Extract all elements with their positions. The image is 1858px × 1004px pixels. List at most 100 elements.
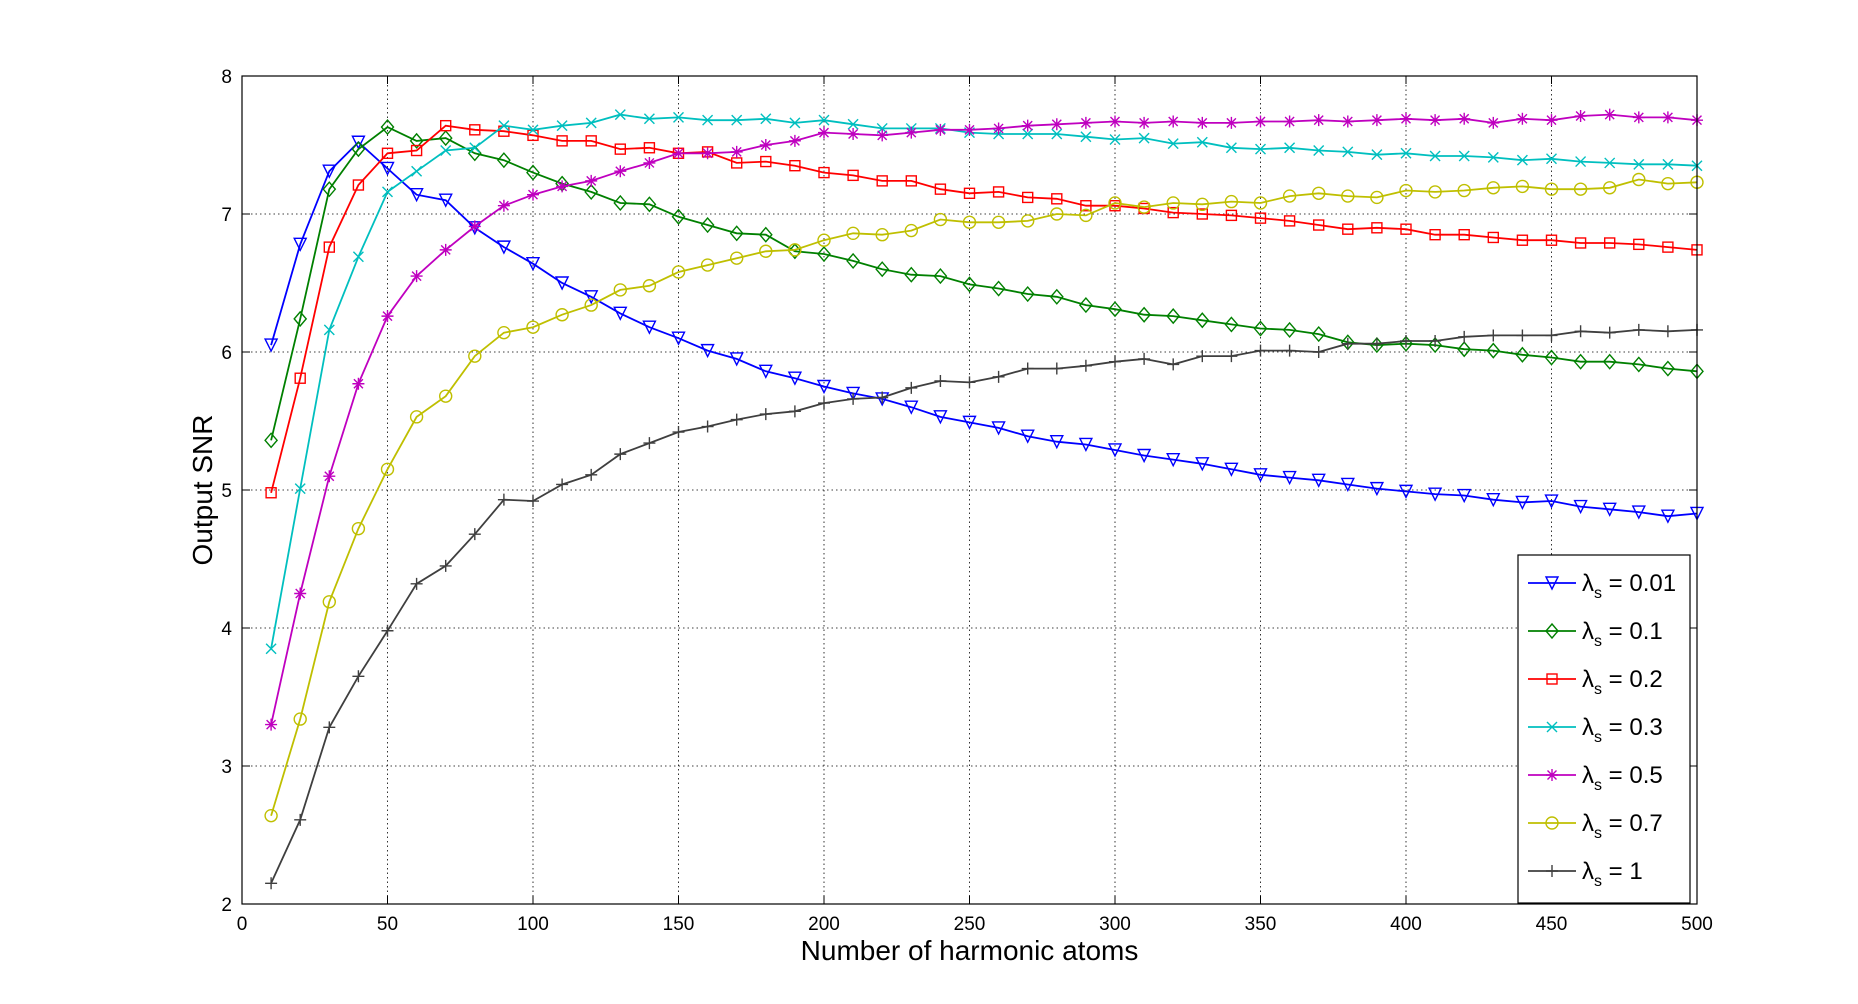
data-point	[1487, 231, 1500, 244]
data-point	[788, 243, 802, 257]
data-point	[1284, 142, 1296, 154]
y-tick-label: 6	[221, 343, 232, 364]
data-point	[1662, 158, 1674, 170]
data-point	[760, 155, 772, 168]
data-point	[643, 142, 656, 154]
data-point	[672, 426, 685, 439]
data-point	[1516, 112, 1529, 125]
data-point	[468, 349, 482, 363]
x-tick-label: 400	[1390, 914, 1422, 935]
legend-symbol: λ	[1582, 762, 1594, 789]
series-0	[263, 135, 1705, 524]
data-point	[1544, 494, 1559, 509]
data-point	[1255, 143, 1266, 155]
data-point	[1196, 136, 1208, 148]
data-point	[1225, 209, 1238, 222]
data-point	[1282, 321, 1297, 338]
data-point	[729, 225, 744, 242]
data-point	[1369, 481, 1385, 497]
data-point	[876, 175, 888, 187]
data-point	[1486, 181, 1501, 195]
data-point	[1574, 110, 1587, 123]
legend-marker	[1545, 622, 1559, 640]
data-point	[702, 114, 714, 126]
data-point	[731, 114, 743, 126]
data-point	[1400, 147, 1412, 159]
data-point	[265, 718, 278, 731]
data-point	[963, 187, 976, 200]
data-point	[875, 261, 890, 278]
data-point	[934, 123, 947, 136]
data-point	[642, 196, 657, 213]
legend-item: λs = 0.1	[1528, 618, 1663, 650]
data-point	[1225, 350, 1238, 363]
data-point	[905, 175, 917, 187]
data-point	[1282, 189, 1297, 203]
data-point	[818, 397, 830, 410]
legend-label: λs = 0.2	[1582, 666, 1663, 698]
data-point	[671, 265, 686, 279]
data-point	[585, 117, 597, 129]
data-point	[1137, 200, 1151, 214]
data-point	[498, 120, 510, 132]
data-point	[1341, 337, 1354, 350]
data-point	[758, 364, 773, 379]
data-point	[438, 130, 453, 147]
data-point	[382, 186, 393, 198]
data-point	[351, 521, 366, 536]
data-point	[847, 392, 860, 405]
legend-symbol: λ	[1582, 618, 1594, 645]
data-point	[1020, 429, 1035, 444]
data-point	[1311, 325, 1326, 343]
data-point	[1022, 128, 1034, 140]
legend-label: λs = 0.01	[1582, 570, 1676, 602]
axis-ticks: 0 50 100 150 200 250 300 350 400 450 500 2 3 4 5 6 7 8	[221, 67, 1712, 935]
data-point	[381, 147, 394, 159]
data-point	[700, 343, 715, 359]
data-point	[1602, 502, 1617, 517]
data-point	[381, 624, 394, 637]
legend-symbol: λ	[1582, 858, 1594, 885]
data-point	[876, 391, 889, 404]
data-point	[352, 377, 365, 390]
data-point	[351, 141, 366, 158]
data-point	[439, 389, 453, 403]
data-point	[409, 410, 424, 424]
data-point	[1661, 176, 1675, 191]
data-point	[1195, 457, 1210, 472]
data-point	[556, 180, 569, 193]
data-point	[1631, 356, 1646, 373]
data-point	[846, 226, 860, 241]
x-tick-label: 150	[663, 914, 695, 935]
legend-marker	[1544, 576, 1560, 591]
data-point	[1370, 114, 1383, 127]
legend-item: λs = 0.7	[1528, 810, 1663, 842]
data-point	[440, 119, 452, 132]
legend-value: = 0.7	[1602, 810, 1663, 837]
data-point	[555, 308, 569, 322]
data-point	[731, 157, 743, 169]
x-tick-label: 100	[517, 914, 549, 935]
data-point	[613, 306, 628, 321]
data-point	[584, 183, 599, 200]
data-point	[1428, 337, 1443, 354]
data-point	[1080, 200, 1092, 212]
data-point	[1429, 334, 1442, 347]
data-point	[322, 164, 337, 179]
data-point	[527, 495, 539, 508]
data-point	[1342, 146, 1354, 158]
data-point	[1050, 362, 1063, 375]
data-point	[294, 813, 307, 826]
series-1	[264, 118, 1704, 449]
y-tick-label: 5	[221, 481, 232, 502]
data-point	[816, 379, 832, 395]
legend-value: = 0.5	[1602, 762, 1663, 789]
data-point	[700, 258, 715, 272]
data-point	[904, 266, 919, 283]
legend-subscript: s	[1594, 585, 1602, 602]
data-point	[1371, 149, 1383, 161]
data-point	[1224, 462, 1239, 477]
data-point	[1109, 115, 1121, 128]
data-point	[904, 400, 919, 415]
data-point	[1049, 288, 1064, 305]
